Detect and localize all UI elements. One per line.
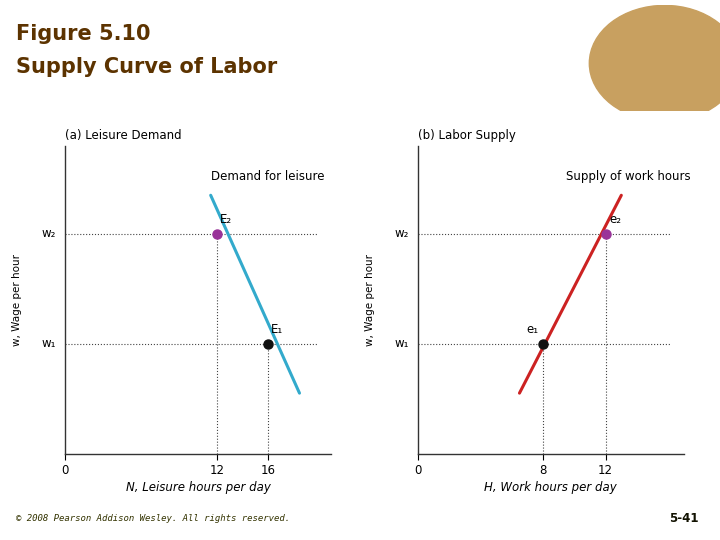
Text: 5-41: 5-41 xyxy=(669,512,698,525)
Text: e₁: e₁ xyxy=(526,323,539,336)
Text: w₂: w₂ xyxy=(395,227,409,240)
Text: © 2008 Pearson Addison Wesley. All rights reserved.: © 2008 Pearson Addison Wesley. All right… xyxy=(16,514,290,523)
Text: w₁: w₁ xyxy=(42,337,56,350)
Text: w, Wage per hour: w, Wage per hour xyxy=(364,254,374,346)
Text: w₁: w₁ xyxy=(395,337,409,350)
Text: Demand for leisure: Demand for leisure xyxy=(211,170,324,183)
Ellipse shape xyxy=(590,5,720,122)
X-axis label: N, Leisure hours per day: N, Leisure hours per day xyxy=(125,481,271,494)
Text: Supply Curve of Labor: Supply Curve of Labor xyxy=(16,57,277,77)
Text: E₂: E₂ xyxy=(220,213,233,226)
X-axis label: H, Work hours per day: H, Work hours per day xyxy=(485,481,617,494)
Text: E₁: E₁ xyxy=(271,323,283,336)
Text: w₂: w₂ xyxy=(42,227,56,240)
Text: Figure 5.10: Figure 5.10 xyxy=(16,24,150,44)
Text: Supply of work hours: Supply of work hours xyxy=(567,170,691,183)
Text: w, Wage per hour: w, Wage per hour xyxy=(12,254,22,346)
Text: (b) Labor Supply: (b) Labor Supply xyxy=(418,129,516,142)
Text: (a) Leisure Demand: (a) Leisure Demand xyxy=(65,129,181,142)
Text: e₂: e₂ xyxy=(610,213,621,226)
